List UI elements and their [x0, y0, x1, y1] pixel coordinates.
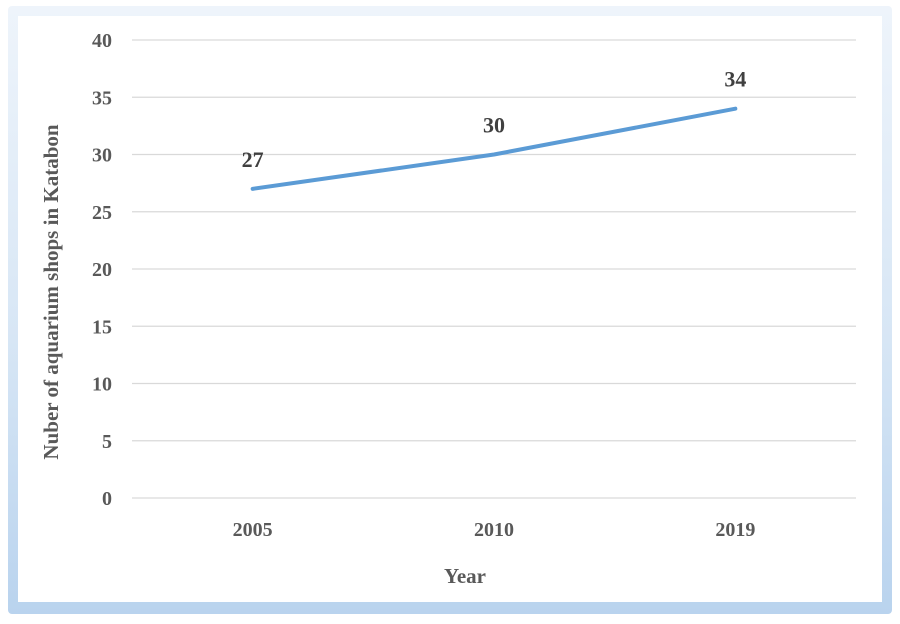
y-tick-label-0: 0 — [102, 488, 112, 510]
y-tick-label-10: 10 — [92, 374, 112, 396]
x-tick-label-2010: 2010 — [474, 519, 514, 541]
line-chart: 0 5 10 15 20 25 30 35 40 2005 2010 2019 27 30 34 Yea… — [39, 30, 856, 588]
gridlines — [132, 39, 856, 499]
y-tick-label-30: 30 — [92, 145, 112, 167]
y-tick-label-35: 35 — [92, 87, 112, 109]
series-line-0 — [250, 106, 738, 191]
series — [250, 106, 738, 191]
x-axis-title: Year — [444, 564, 486, 588]
y-tick-label-20: 20 — [92, 259, 112, 281]
x-tick-label-2005: 2005 — [233, 519, 273, 541]
data-label-2010: 30 — [483, 113, 505, 138]
x-tick-label-2019: 2019 — [715, 519, 755, 541]
data-labels: 27 30 34 — [242, 67, 747, 172]
y-axis-ticks: 0 5 10 15 20 25 30 35 40 — [92, 30, 112, 510]
y-tick-label-25: 25 — [92, 202, 112, 224]
y-tick-label-40: 40 — [92, 30, 112, 52]
data-label-2005: 27 — [242, 147, 264, 172]
chart-frame: 0 5 10 15 20 25 30 35 40 2005 2010 2019 27 30 34 Yea… — [8, 6, 892, 614]
x-axis-ticks: 2005 2010 2019 — [233, 519, 756, 541]
data-label-2019: 34 — [724, 67, 746, 92]
y-axis-title: Nuber of aquarium shops in Katabon — [39, 124, 63, 459]
y-tick-label-5: 5 — [102, 431, 112, 453]
chart-panel: 0 5 10 15 20 25 30 35 40 2005 2010 2019 27 30 34 Yea… — [18, 16, 882, 602]
y-tick-label-15: 15 — [92, 316, 112, 338]
